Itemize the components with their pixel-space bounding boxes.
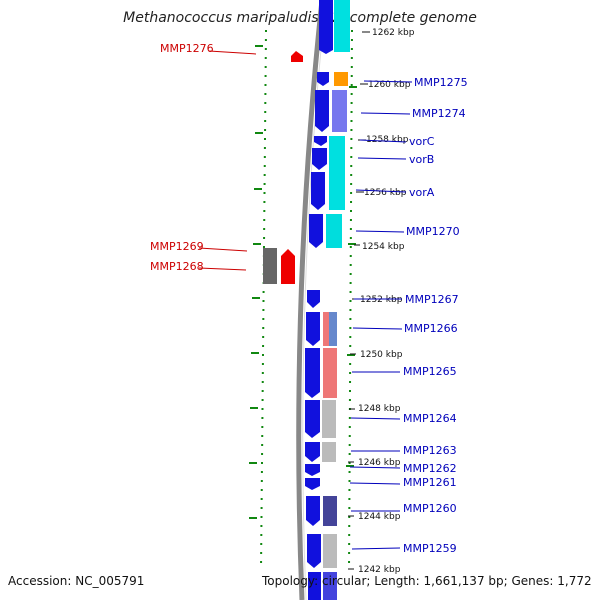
accession-text: Accession: NC_005791	[8, 574, 145, 588]
label-mmp1269: MMP1269	[150, 240, 204, 253]
gene-arrow	[311, 172, 325, 210]
ruler-label: 1248 kbp	[358, 404, 401, 414]
gene-arrow	[309, 214, 323, 248]
function-boxes	[322, 0, 350, 600]
gene-arrow	[305, 478, 320, 490]
forward-genes	[305, 0, 333, 600]
gene-arrow	[312, 148, 327, 170]
map-title: Methanococcus maripaludis S2, complete g…	[123, 10, 477, 26]
label-mmp1263: MMP1263	[403, 444, 457, 457]
gene-arrow	[317, 72, 329, 86]
ruler: 1262 kbp 1260 kbp 1258 kbp 1256 kbp 1254…	[348, 28, 415, 575]
label-mmp1275: MMP1275	[414, 76, 468, 89]
ruler-label: 1258 kbp	[366, 135, 409, 145]
genome-summary-text: Topology: circular; Length: 1,661,137 bp…	[262, 574, 592, 588]
gene-arrow	[315, 90, 329, 132]
label-vorc: vorC	[409, 135, 435, 148]
ruler-label: 1244 kbp	[358, 512, 401, 522]
left-labels: MMP1276 MMP1269 MMP1268	[150, 42, 257, 273]
gene-arrow	[305, 348, 320, 398]
gene-mmp1269	[263, 248, 277, 284]
ruler-label: 1262 kbp	[372, 28, 415, 38]
label-mmp1268: MMP1268	[150, 260, 204, 273]
gene-arrow	[306, 312, 320, 346]
gene-mmp1268	[281, 249, 295, 284]
label-mmp1259: MMP1259	[403, 542, 457, 555]
left-tick-marks	[249, 45, 263, 519]
label-mmp1262: MMP1262	[403, 462, 457, 475]
ruler-label: 1250 kbp	[360, 350, 403, 360]
ruler-label: 1256 kbp	[364, 188, 407, 198]
gene-arrow	[314, 136, 327, 146]
label-mmp1265: MMP1265	[403, 365, 457, 378]
ruler-label: 1246 kbp	[358, 458, 401, 468]
gene-block	[319, 0, 333, 54]
gene-arrow	[307, 290, 320, 308]
label-vora: vorA	[409, 186, 435, 199]
label-mmp1266: MMP1266	[404, 322, 458, 335]
label-mmp1270: MMP1270	[406, 225, 460, 238]
reverse-genes	[263, 51, 303, 284]
gene-arrow	[307, 534, 321, 568]
right-tick-marks	[346, 86, 357, 467]
label-mmp1260: MMP1260	[403, 502, 457, 515]
gene-arrow	[308, 572, 321, 600]
label-mmp1264: MMP1264	[403, 412, 457, 425]
label-mmp1276: MMP1276	[160, 42, 214, 55]
ruler-label: 1254 kbp	[362, 242, 405, 252]
right-labels: MMP1275 MMP1274 vorC vorB vorA MMP1270 M…	[349, 76, 468, 555]
ruler-label: 1252 kbp	[360, 295, 403, 305]
genome-backbone	[296, 0, 325, 600]
ruler-label: 1260 kbp	[368, 80, 411, 90]
label-mmp1261: MMP1261	[403, 476, 457, 489]
gene-arrow	[305, 442, 320, 462]
gene-mmp1276	[291, 51, 303, 62]
ruler-label: 1242 kbp	[358, 565, 401, 575]
label-vorb: vorB	[409, 153, 434, 166]
gene-arrow	[306, 496, 320, 526]
gene-arrow	[305, 400, 320, 438]
label-mmp1274: MMP1274	[412, 107, 466, 120]
gene-arrow	[305, 464, 320, 476]
left-track	[260, 29, 267, 571]
right-track	[348, 29, 353, 571]
label-mmp1267: MMP1267	[405, 293, 459, 306]
